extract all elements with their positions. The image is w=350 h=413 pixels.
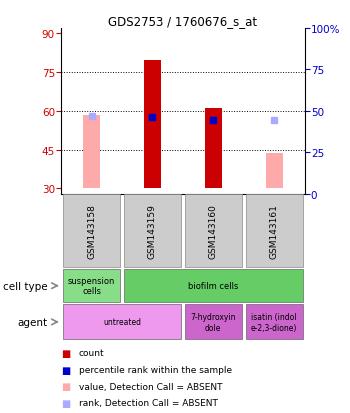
Text: ■: ■: [61, 381, 70, 391]
Text: count: count: [79, 349, 104, 358]
Text: 7-hydroxyin
dole: 7-hydroxyin dole: [190, 313, 236, 332]
Text: biofilm cells: biofilm cells: [188, 282, 238, 290]
Bar: [144, 61, 161, 189]
Bar: [266, 154, 282, 189]
Text: ■: ■: [61, 365, 70, 375]
Text: agent: agent: [17, 317, 47, 327]
Bar: [245, 305, 303, 339]
Bar: [63, 270, 120, 302]
Text: GSM143159: GSM143159: [148, 204, 157, 259]
Bar: [205, 109, 222, 189]
Text: GSM143158: GSM143158: [87, 204, 96, 259]
Bar: [63, 195, 120, 268]
Bar: [63, 305, 181, 339]
Bar: [124, 195, 181, 268]
Text: suspension
cells: suspension cells: [68, 276, 116, 296]
Title: GDS2753 / 1760676_s_at: GDS2753 / 1760676_s_at: [108, 15, 258, 28]
Bar: [185, 195, 242, 268]
Text: rank, Detection Call = ABSENT: rank, Detection Call = ABSENT: [79, 398, 218, 407]
Text: GSM143161: GSM143161: [270, 204, 279, 259]
Text: GSM143160: GSM143160: [209, 204, 218, 259]
Text: value, Detection Call = ABSENT: value, Detection Call = ABSENT: [79, 382, 222, 391]
Text: untreated: untreated: [103, 318, 141, 327]
Text: percentile rank within the sample: percentile rank within the sample: [79, 365, 232, 374]
Bar: [83, 115, 100, 189]
Text: isatin (indol
e-2,3-dione): isatin (indol e-2,3-dione): [251, 313, 297, 332]
Bar: [185, 305, 242, 339]
Bar: [124, 270, 303, 302]
Text: ■: ■: [61, 348, 70, 358]
Text: ■: ■: [61, 398, 70, 408]
Text: cell type: cell type: [2, 281, 47, 291]
Bar: [245, 195, 303, 268]
